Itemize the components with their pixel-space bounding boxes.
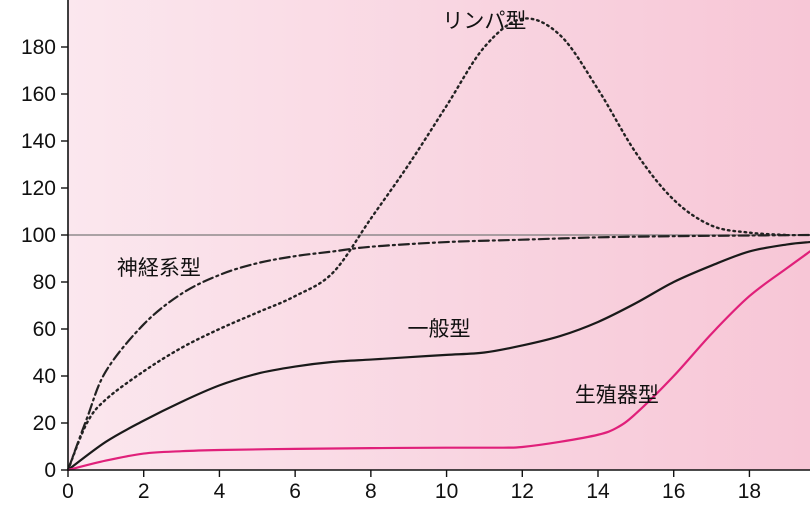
y-tick-label-0: 0 <box>44 459 56 482</box>
x-tick-label-8: 8 <box>365 480 377 503</box>
y-tick-label-140: 140 <box>21 130 56 153</box>
y-tick-label-80: 80 <box>33 271 56 294</box>
series-line-neural <box>66 233 810 472</box>
x-tick-label-6: 6 <box>289 480 301 503</box>
y-tick-label-40: 40 <box>33 365 56 388</box>
series-annotation-3: 生殖器型 <box>575 383 659 407</box>
series-line-general <box>66 240 810 472</box>
y-tick-label-120: 120 <box>21 177 56 200</box>
y-tick-label-20: 20 <box>33 412 56 435</box>
series-annotation-0: リンパ型 <box>442 9 526 33</box>
x-tick-label-4: 4 <box>214 480 226 503</box>
x-tick-label-2: 2 <box>138 480 150 503</box>
y-tick-label-60: 60 <box>33 318 56 341</box>
series-line-reproductive <box>66 250 810 472</box>
x-tick-label-10: 10 <box>435 480 458 503</box>
x-tick-label-14: 14 <box>586 480 610 503</box>
axis-layer: 0 20 40 60 80 100 120 140 160 180 0 2 4 6 8 10 12 14 16 18 <box>21 0 810 503</box>
series-annotation-2: 一般型 <box>408 317 471 341</box>
x-tick-label-18: 18 <box>738 480 761 503</box>
series-line-lymphoid <box>66 17 789 472</box>
x-tick-label-0: 0 <box>62 480 74 503</box>
series-layer <box>66 17 810 472</box>
y-tick-label-100: 100 <box>21 224 56 247</box>
x-tick-label-16: 16 <box>662 480 685 503</box>
series-annotation-1: 神経系型 <box>117 256 201 280</box>
x-tick-label-12: 12 <box>511 480 534 503</box>
y-tick-label-160: 160 <box>21 83 56 106</box>
y-tick-label-180: 180 <box>21 36 56 59</box>
